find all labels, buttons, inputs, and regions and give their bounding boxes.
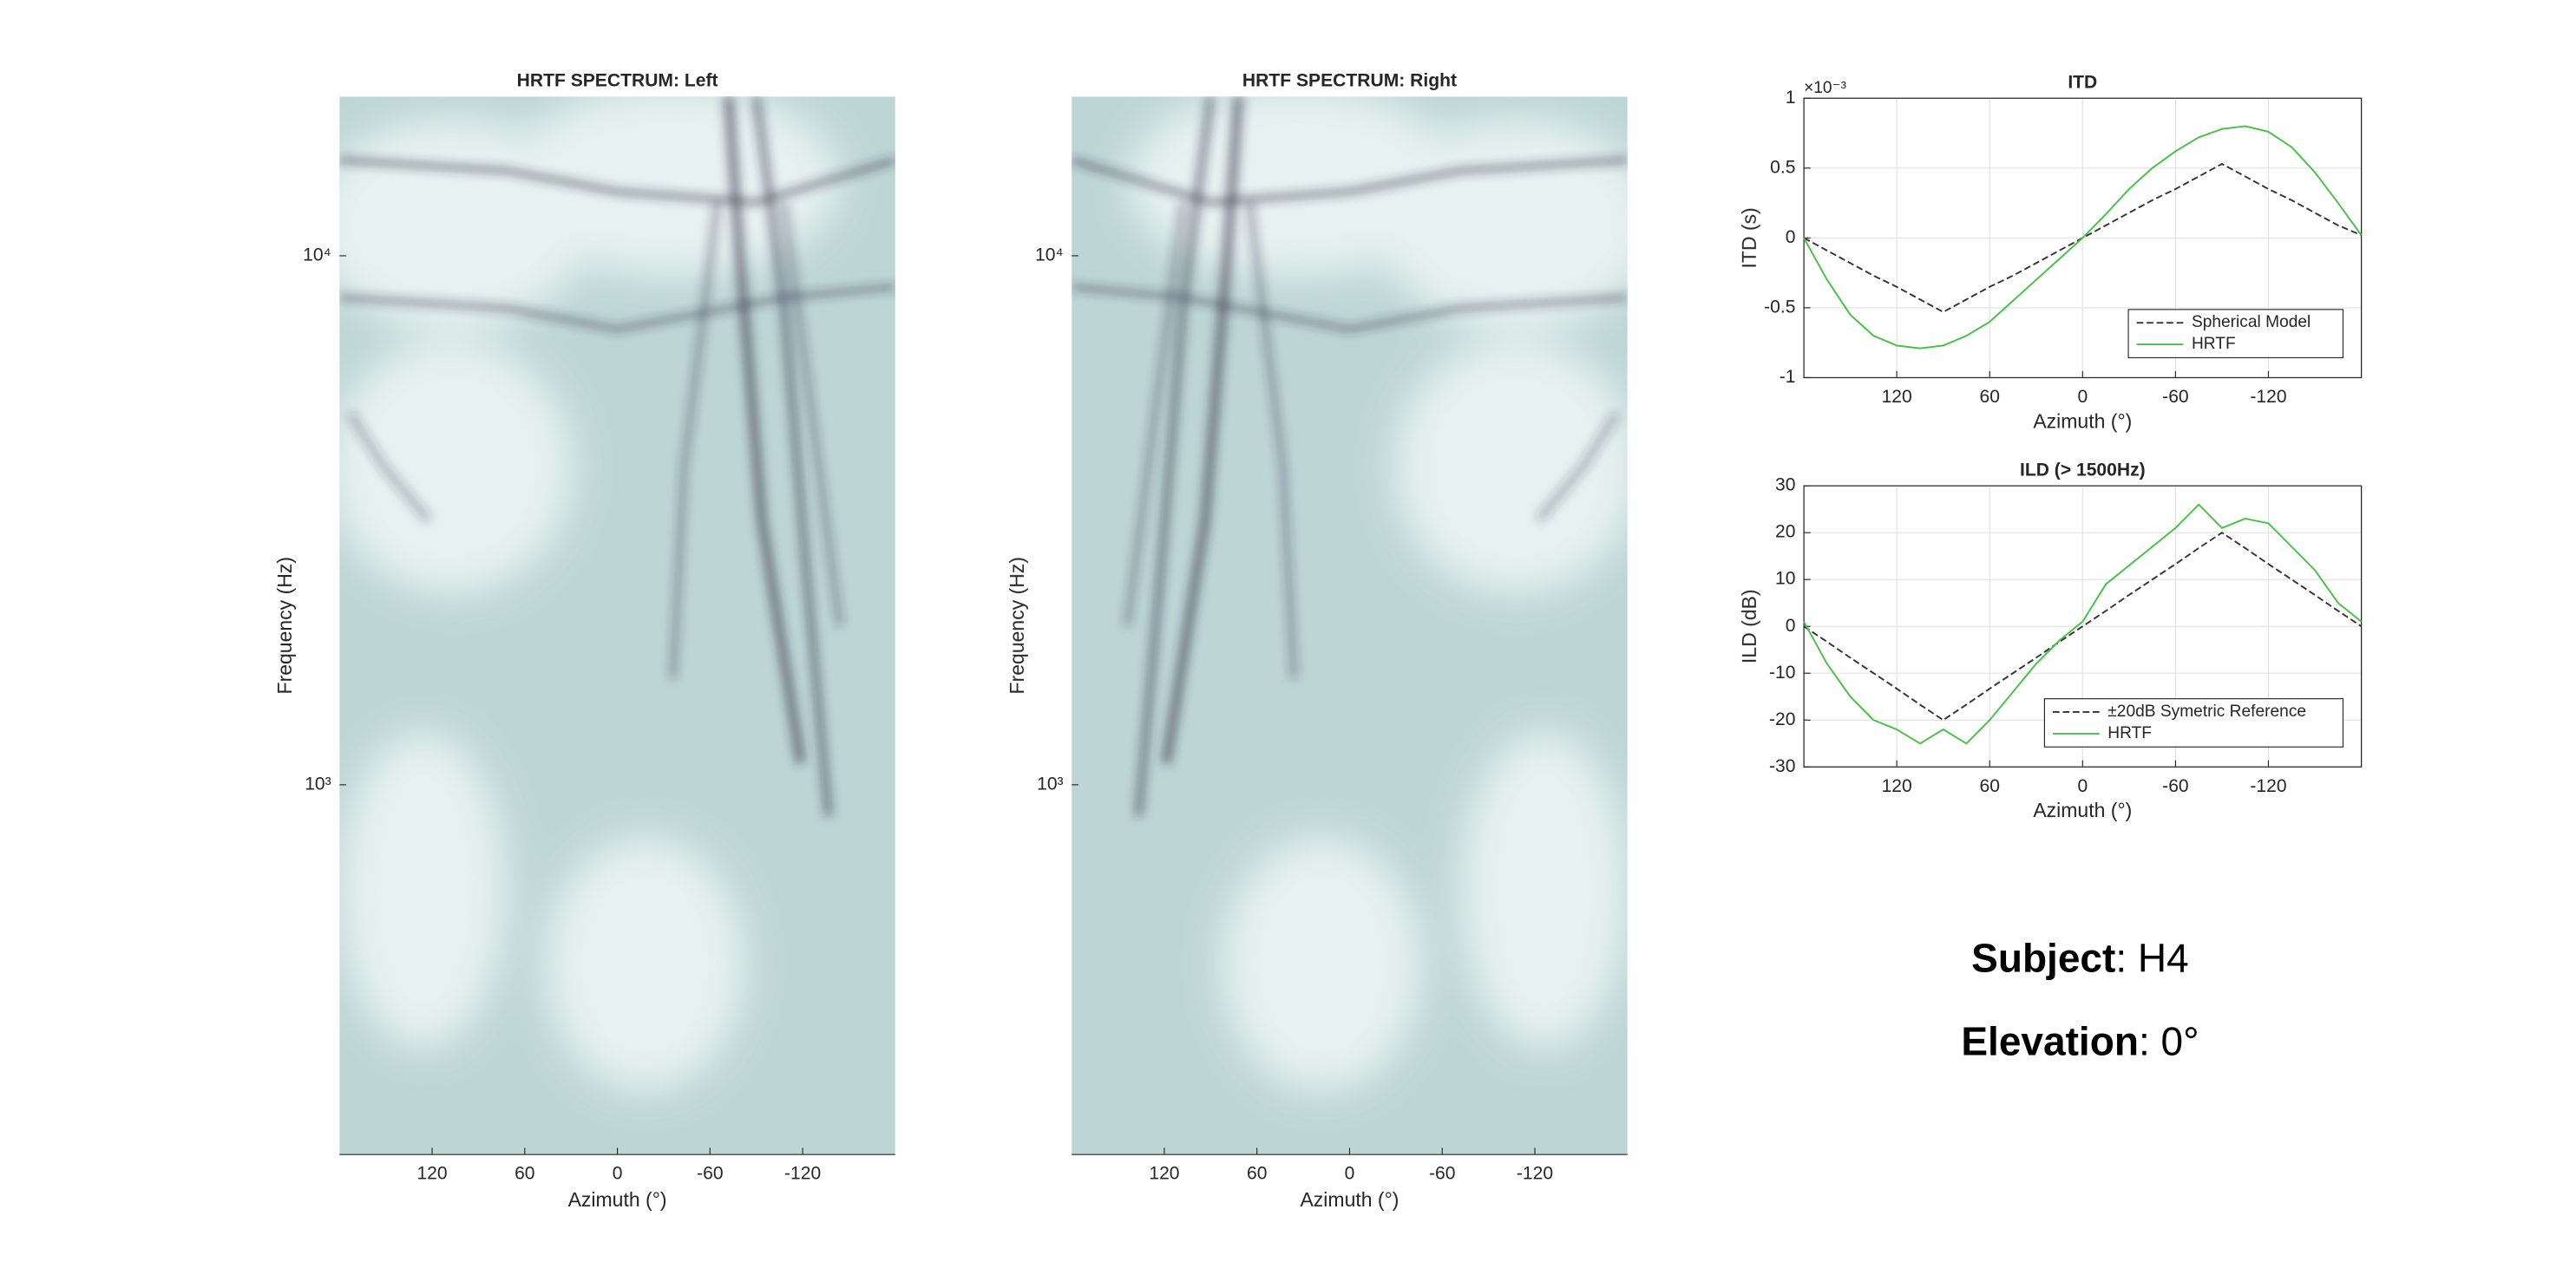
- x-tick-label: -60: [1429, 1164, 1455, 1184]
- y-tick-label: 30: [1775, 475, 1795, 495]
- x-axis-label: Azimuth (°): [2033, 799, 2132, 821]
- light-region: [339, 731, 507, 1049]
- light-region: [506, 96, 840, 277]
- chart-title: HRTF SPECTRUM: Right: [1242, 71, 1457, 91]
- x-tick-label: 60: [1247, 1164, 1267, 1184]
- streak: [1124, 201, 1187, 626]
- x-axis-label: Azimuth (°): [2033, 409, 2132, 432]
- legend-label: HRTF: [2192, 335, 2236, 353]
- x-tick-label: -120: [2250, 776, 2286, 796]
- x-tick-label: 60: [1980, 387, 2000, 407]
- streak: [1072, 284, 1628, 332]
- x-tick-label: -120: [2250, 387, 2286, 407]
- streak: [1161, 96, 1244, 764]
- info-line: Subject: H4: [1971, 936, 2189, 981]
- y-tick-label: 0: [1786, 616, 1796, 636]
- legend-box: [2043, 698, 2344, 748]
- x-tick-label: 120: [416, 1164, 447, 1184]
- spectrum-image: [339, 96, 895, 1155]
- info-value: : 0°: [2139, 1019, 2199, 1064]
- x-tick-label: -60: [697, 1164, 723, 1184]
- info-line: Elevation: 0°: [1961, 1019, 2199, 1064]
- y-tick-label: 1: [1786, 88, 1796, 108]
- series-line: [1803, 125, 2363, 350]
- y-tick-label: -1: [1780, 367, 1796, 387]
- spectrum-image: [1072, 96, 1628, 1155]
- axes: 120 60 0 -60 -120 10³ 10⁴ HRTF SPECTRUM: Right A…: [1006, 71, 1628, 1211]
- dark-streaks: [339, 96, 895, 817]
- streak: [669, 201, 721, 679]
- x-tick-label: -60: [2162, 776, 2188, 796]
- x-tick-label: 120: [1882, 387, 1912, 407]
- streak: [751, 96, 833, 817]
- light-regions: [1127, 96, 1628, 1091]
- light-region: [1460, 731, 1628, 1049]
- x-tick-label: 0: [2077, 387, 2088, 407]
- y-axis-label: Frequency (Hz): [1006, 557, 1028, 694]
- info-value: : H4: [2115, 936, 2188, 981]
- axes: 120 60 0 -60 -120 -1 -0.5 0 0.5 1 ITD Azimuth (°) IT…: [1738, 73, 2363, 432]
- light-region: [545, 837, 745, 1091]
- y-tick-label: 10: [1775, 569, 1795, 589]
- y-tick-label: 10³: [1037, 774, 1063, 794]
- y-tick-label: -20: [1769, 709, 1795, 729]
- x-tick-label: 120: [1149, 1164, 1179, 1184]
- y-tick-label: 20: [1775, 522, 1795, 542]
- x-tick-label: -60: [2162, 387, 2188, 407]
- legend-label: ±20dB Symetric Reference: [2107, 703, 2306, 721]
- streak: [1134, 96, 1216, 817]
- streak: [780, 201, 843, 626]
- chart-title: ILD (> 1500Hz): [2020, 460, 2146, 480]
- light-regions: [339, 96, 840, 1091]
- x-tick-label: 0: [1345, 1164, 1355, 1184]
- streak: [339, 284, 895, 332]
- series-line: [1803, 532, 2363, 722]
- x-tick-label: 0: [613, 1164, 623, 1184]
- y-exponent: ×10⁻³: [1804, 79, 1846, 97]
- streak: [1535, 411, 1620, 523]
- x-tick-label: 120: [1882, 776, 1912, 796]
- legend-label: Spherical Model: [2192, 313, 2311, 331]
- light-region: [339, 339, 574, 594]
- streak: [339, 158, 895, 205]
- x-tick-label: 60: [515, 1164, 534, 1184]
- series-line: [1803, 503, 2363, 745]
- chart-title: ITD: [2068, 73, 2097, 93]
- x-tick-label: 60: [1980, 776, 2000, 796]
- axes: 120 60 0 -60 -120 -30 -20 -10 0 10 20 30 ILD (> 1500…: [1738, 460, 2363, 821]
- y-tick-label: 0.5: [1770, 157, 1795, 177]
- x-tick-label: 0: [2077, 776, 2088, 796]
- y-tick-label: 10⁴: [303, 245, 331, 265]
- light-region: [1222, 837, 1422, 1091]
- x-tick-label: -120: [1517, 1164, 1553, 1184]
- y-tick-label: -30: [1769, 756, 1795, 776]
- y-tick-label: -10: [1769, 663, 1795, 683]
- streak: [1246, 201, 1298, 679]
- chart-title: HRTF SPECTRUM: Left: [517, 71, 718, 91]
- y-tick-label: -0.5: [1764, 297, 1795, 317]
- light-region: [1127, 96, 1461, 277]
- y-tick-label: 10⁴: [1035, 245, 1064, 265]
- x-axis-label: Azimuth (°): [1300, 1188, 1399, 1211]
- x-tick-label: -120: [784, 1164, 821, 1184]
- y-axis-label: Frequency (Hz): [273, 557, 296, 694]
- axes: 120 60 0 -60 -120 10³ 10⁴ HRTF SPECTRUM: Left Az…: [273, 71, 895, 1211]
- legend-label: HRTF: [2107, 724, 2152, 742]
- streak: [723, 96, 806, 764]
- y-axis-label: ITD (s): [1738, 207, 1760, 268]
- legend-box: [2127, 309, 2344, 359]
- info-label: Subject: [1971, 936, 2115, 981]
- y-tick-label: 0: [1786, 227, 1796, 247]
- streak: [1072, 158, 1628, 205]
- x-axis-label: Azimuth (°): [568, 1188, 667, 1211]
- streak: [347, 411, 432, 523]
- dark-streaks: [1072, 96, 1628, 817]
- info-label: Elevation: [1961, 1019, 2139, 1064]
- y-axis-label: ILD (dB): [1738, 589, 1760, 663]
- light-region: [1393, 339, 1628, 594]
- y-tick-label: 10³: [305, 774, 331, 794]
